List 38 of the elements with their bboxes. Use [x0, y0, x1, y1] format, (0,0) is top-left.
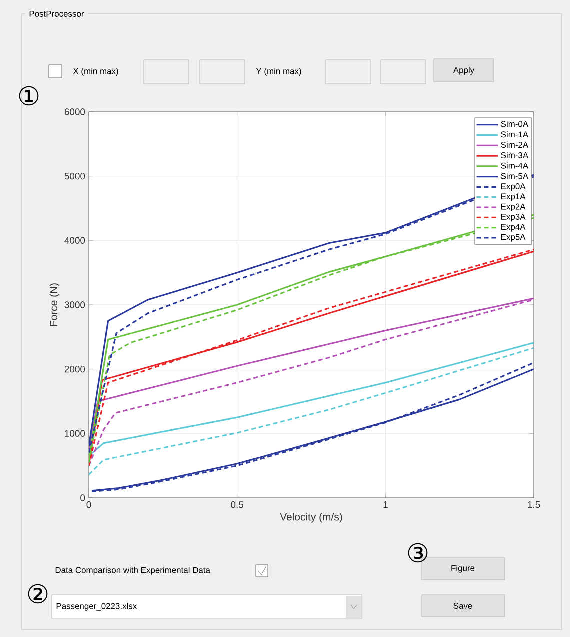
y-tick-label: 4000 [64, 237, 86, 244]
line-series [89, 347, 534, 476]
x-tick-label: 0 [86, 502, 92, 508]
y-tick-label: 1000 [65, 430, 86, 438]
x-axis-title: Velocity (m/s) [280, 513, 342, 523]
text: PostProcessor [30, 11, 84, 17]
y-tick-label: 5000 [64, 172, 86, 180]
legend-label: Sim-1A [501, 131, 529, 138]
legend-label: Sim-5A [501, 173, 529, 180]
text: Figure [452, 565, 475, 573]
text: ③ [408, 543, 428, 563]
legend-label: Sim-0A [501, 120, 529, 128]
x-tick-label: 0.5 [231, 502, 244, 508]
x-tick-label: 1.5 [528, 502, 540, 508]
text: Save [454, 603, 472, 609]
text: X (min max) [73, 68, 118, 76]
y-axis-title: Force (N) [50, 284, 60, 326]
y-tick-label: 2000 [64, 366, 86, 373]
legend-label: Exp2A [502, 204, 526, 212]
legend-label: Sim-3A [501, 152, 529, 158]
x-tick-label: 1 [384, 502, 388, 508]
y-tick-label: 3000 [64, 302, 86, 308]
text: Y (min max) [256, 68, 302, 76]
legend-label: Exp5A [502, 234, 526, 242]
legend-label: Exp0A [502, 184, 526, 192]
legend-label: Sim-4A [501, 162, 529, 169]
legend-label: Sim-2A [501, 142, 529, 148]
text: ① [19, 86, 39, 106]
text: ② [28, 584, 48, 604]
legend-label: Exp4A [502, 224, 526, 232]
text: Passenger_0223.xlsx [56, 603, 138, 611]
legend-label: Exp1A [502, 194, 526, 202]
text: Apply [453, 67, 475, 75]
line-series [89, 342, 534, 457]
text: Data Comparison with Experimental Data [56, 567, 210, 575]
y-tick-label: 6000 [64, 108, 86, 116]
y-tick-label: 0 [80, 494, 86, 502]
legend-label: Exp3A [502, 214, 526, 222]
